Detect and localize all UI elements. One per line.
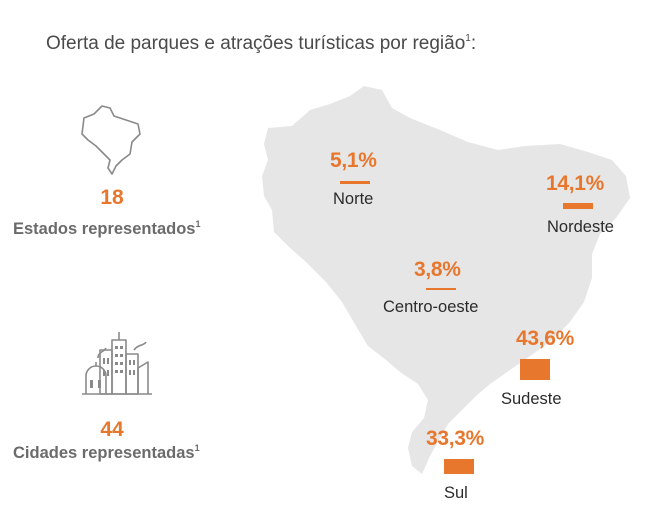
title-end: :: [470, 33, 477, 54]
region-nordeste-name: Nordeste: [547, 218, 614, 236]
states-count: 18: [100, 186, 124, 209]
cities-count: 44: [100, 418, 124, 441]
region-centro-oeste-bar: [426, 288, 456, 290]
region-sul-name: Sul: [444, 484, 468, 502]
states-label-text: Estados representados: [13, 220, 196, 238]
region-nordeste-bar: [563, 203, 593, 209]
cities-label: Cidades representadas1: [13, 443, 200, 463]
city-buildings-icon: [82, 332, 152, 395]
page-title: Oferta de parques e atrações turísticas …: [46, 33, 476, 55]
region-nordeste-percent: 14,1%: [546, 172, 605, 195]
cities-label-text: Cidades representadas: [13, 444, 195, 462]
region-norte-name: Norte: [333, 190, 374, 208]
title-text: Oferta de parques e atrações turísticas …: [46, 33, 466, 54]
states-label-footnote: 1: [195, 219, 201, 229]
title-footnote: 1: [465, 33, 471, 44]
states-label: Estados representados1: [13, 219, 201, 239]
region-norte-percent: 5,1%: [330, 149, 377, 172]
region-norte-bar: [340, 181, 370, 184]
region-sudeste-bar: [520, 359, 550, 380]
brazil-outline-icon: [81, 105, 141, 175]
region-centro-oeste-name: Centro-oeste: [383, 298, 479, 316]
region-sul-percent: 33,3%: [426, 427, 485, 450]
region-sul-bar: [444, 459, 474, 474]
region-sudeste-name: Sudeste: [501, 390, 562, 408]
cities-label-footnote: 1: [194, 443, 200, 453]
region-sudeste-percent: 43,6%: [516, 327, 575, 350]
region-centro-oeste-percent: 3,8%: [414, 258, 461, 281]
